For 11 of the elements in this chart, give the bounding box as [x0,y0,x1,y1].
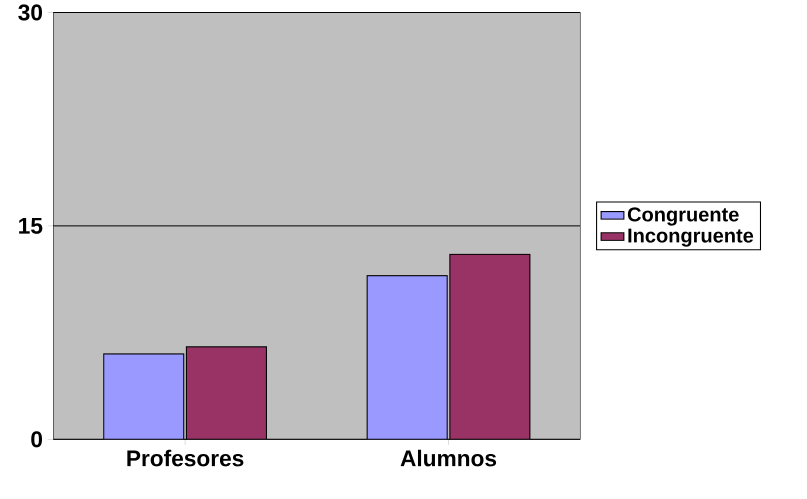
legend-label: Incongruente [628,228,754,247]
bar [449,254,530,440]
y-tick-label: 0 [31,431,42,448]
y-tick-label: 15 [19,218,42,234]
x-tick-label: Alumnos [400,450,496,466]
y-tick-label: 30 [18,4,42,20]
bar [104,354,184,440]
x-tick-label: Profesores [127,450,244,466]
legend-label: Congruente [628,207,739,226]
bar [366,274,448,440]
bar [186,346,266,440]
